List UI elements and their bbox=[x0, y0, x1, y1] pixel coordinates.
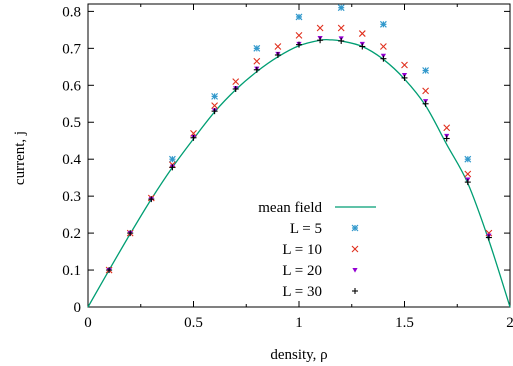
legend-swatch-l-5 bbox=[351, 224, 359, 232]
data-point-l-10 bbox=[211, 102, 218, 110]
legend: mean field L = 5 L = 10 L = 20 L = 30 bbox=[258, 200, 376, 300]
legend-label-mean-field: mean field bbox=[258, 200, 322, 216]
x-tick-label: 1.5 bbox=[395, 315, 414, 331]
y-tick-label: 0.2 bbox=[62, 226, 81, 242]
legend-label-l-20: L = 20 bbox=[282, 263, 322, 279]
y-tick-label: 0.7 bbox=[62, 41, 81, 57]
data-point-l-5 bbox=[211, 92, 219, 100]
data-point-l-30 bbox=[190, 134, 197, 141]
points-layer bbox=[105, 4, 493, 274]
y-tick-label: 0.1 bbox=[62, 263, 81, 279]
x-axis-label: density, ρ bbox=[270, 347, 327, 363]
data-point-l-30 bbox=[317, 37, 324, 44]
data-point-l-30 bbox=[232, 85, 239, 92]
y-tick-label: 0.6 bbox=[62, 78, 81, 94]
legend-swatch-l-30 bbox=[352, 288, 358, 294]
curve-layer bbox=[87, 38, 511, 308]
data-point-l-30 bbox=[401, 74, 408, 81]
data-point-l-30 bbox=[106, 267, 113, 274]
y-tick-label: 0.3 bbox=[62, 189, 81, 205]
data-point-l-30 bbox=[127, 230, 134, 237]
data-point-l-30 bbox=[464, 179, 471, 186]
data-point-l-10 bbox=[232, 78, 240, 85]
y-tick-label: 0 bbox=[74, 300, 82, 316]
data-point-l-30 bbox=[253, 66, 260, 73]
data-point-l-10 bbox=[295, 32, 303, 39]
legend-swatch-l-10 bbox=[351, 245, 359, 253]
data-point-l-10 bbox=[443, 124, 451, 132]
x-tick-label: 0 bbox=[84, 315, 92, 331]
data-point-l-30 bbox=[169, 164, 176, 171]
data-point-l-30 bbox=[422, 100, 429, 107]
data-point-l-10 bbox=[401, 61, 408, 69]
data-point-l-30 bbox=[359, 43, 366, 50]
data-point-l-5 bbox=[379, 20, 387, 28]
data-point-l-30 bbox=[485, 234, 492, 241]
x-tick-label: 2 bbox=[506, 315, 513, 331]
data-point-l-5 bbox=[295, 13, 303, 21]
data-point-l-5 bbox=[422, 67, 430, 74]
data-point-l-10 bbox=[316, 24, 324, 32]
data-point-l-10 bbox=[485, 229, 493, 237]
data-point-l-10 bbox=[337, 24, 345, 32]
legend-swatch-l-20 bbox=[352, 268, 358, 273]
data-point-l-5 bbox=[337, 4, 345, 12]
legend-label-l-5: L = 5 bbox=[290, 221, 322, 237]
legend-label-l-30: L = 30 bbox=[282, 284, 322, 300]
y-axis-label: current, j bbox=[12, 131, 28, 185]
data-point-l-5 bbox=[168, 155, 176, 163]
data-point-l-30 bbox=[296, 41, 302, 48]
plot-frame bbox=[87, 3, 511, 308]
x-tick-label: 0.5 bbox=[184, 315, 203, 331]
y-tick-label: 0.4 bbox=[62, 152, 81, 168]
y-tick-label: 0.8 bbox=[62, 4, 81, 20]
data-point-l-30 bbox=[443, 135, 450, 142]
data-point-l-30 bbox=[380, 55, 387, 62]
data-point-l-5 bbox=[253, 44, 261, 52]
axes-layer: 0 0.5 1 1.5 2 0 0.1 0.2 0.3 0.4 0.5 0.6 0.7 0.8 bbox=[62, 3, 513, 331]
data-point-l-10 bbox=[464, 170, 472, 178]
data-point-l-10 bbox=[253, 57, 261, 65]
data-point-l-30 bbox=[274, 51, 281, 58]
x-tick-label: 1 bbox=[295, 315, 303, 331]
data-point-l-10 bbox=[358, 30, 366, 37]
mean-field-curve bbox=[87, 38, 511, 308]
data-point-l-10 bbox=[422, 87, 429, 95]
data-point-l-30 bbox=[148, 196, 155, 203]
data-point-l-10 bbox=[380, 43, 387, 50]
data-point-l-10 bbox=[274, 43, 282, 50]
legend-label-l-10: L = 10 bbox=[282, 242, 322, 258]
data-point-l-30 bbox=[338, 37, 345, 44]
data-point-l-30 bbox=[211, 108, 218, 115]
data-point-l-5 bbox=[464, 155, 472, 163]
y-tick-label: 0.5 bbox=[62, 115, 81, 131]
